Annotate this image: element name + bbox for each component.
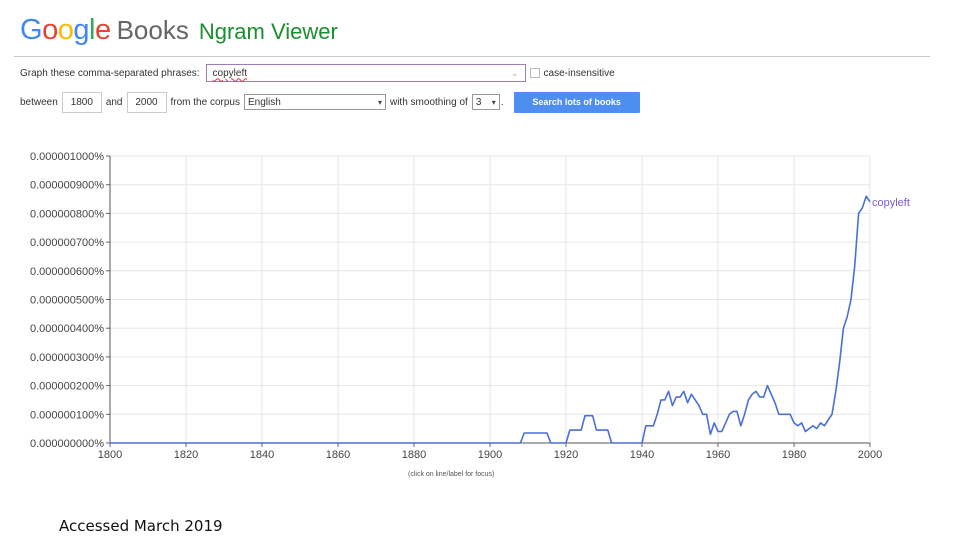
google-books-logo[interactable]: Google Books Ngram Viewer xyxy=(20,14,338,54)
logo-letter-l: l xyxy=(88,14,95,46)
x-tick-label: 1800 xyxy=(98,449,122,461)
x-tick-label: 1980 xyxy=(782,449,806,461)
chart-axes: 1800 1820 1840 1860 1880 1900 1920 1940 1960 1980… xyxy=(30,151,882,461)
phrase-input-value: copyleft xyxy=(212,67,248,79)
y-tick-label: 0.000000300% xyxy=(30,352,104,364)
smoothing-label: with smoothing of xyxy=(389,96,468,108)
y-tick-label: 0.000000600% xyxy=(30,266,104,278)
chart-grid xyxy=(109,155,871,444)
books-logo-text: Books xyxy=(116,15,189,45)
google-logo-text: Google xyxy=(20,14,111,47)
y-tick-label: 0.000000400% xyxy=(30,323,104,335)
ngram-chart: 1800 1820 1840 1860 1880 1900 1920 1940 1960 1980… xyxy=(30,151,910,461)
x-tick-label: 1920 xyxy=(554,449,578,461)
phrase-label: Graph these comma-separated phrases: xyxy=(20,67,200,79)
x-tick-label: 2000 xyxy=(858,449,882,461)
header-divider xyxy=(14,56,930,57)
x-tick-label: 1840 xyxy=(250,449,274,461)
y-tick-label: 0.000000700% xyxy=(30,237,104,249)
logo-letter-o1: o xyxy=(42,14,58,46)
y-tick-label: 0.000001000% xyxy=(30,151,104,163)
x-tick-label: 1880 xyxy=(402,449,426,461)
y-tick-label: 0.000000500% xyxy=(30,295,104,307)
logo-letter-g1: G xyxy=(20,14,43,46)
x-tick-label: 1860 xyxy=(326,449,350,461)
y-tick-label: 0.000000800% xyxy=(30,208,104,220)
year-start-input[interactable]: 1800 xyxy=(61,91,102,113)
x-tick-label: 1960 xyxy=(706,449,730,461)
between-label: between xyxy=(20,96,58,108)
smoothing-select-value: 3 xyxy=(475,96,482,108)
app-title: Ngram Viewer xyxy=(198,19,338,44)
chevron-down-icon: ▾ xyxy=(377,97,382,107)
chevron-down-icon[interactable]: ⌄ xyxy=(511,67,519,78)
chevron-down-icon: ▾ xyxy=(491,97,496,107)
series-label[interactable]: copyleft xyxy=(872,197,910,209)
phrase-row: Graph these comma-separated phrases: cop… xyxy=(20,62,615,84)
corpus-label: from the corpus xyxy=(170,96,240,108)
smoothing-suffix: . xyxy=(500,96,504,108)
x-tick-label: 1900 xyxy=(478,449,502,461)
year-end-input[interactable]: 2000 xyxy=(126,91,167,113)
search-button[interactable]: Search lots of books xyxy=(513,91,640,113)
smoothing-select[interactable]: 3 ▾ xyxy=(471,94,500,110)
case-insensitive-label: case-insensitive xyxy=(543,67,615,79)
logo-letter-o2: o xyxy=(57,14,74,46)
phrase-input[interactable]: copyleft ⌄ xyxy=(205,64,526,82)
chart-series[interactable]: copyleft xyxy=(110,195,910,444)
logo-letter-g2: g xyxy=(73,14,89,46)
y-tick-label: 0.000000200% xyxy=(30,381,104,393)
corpus-select[interactable]: English ▾ xyxy=(243,94,386,110)
x-tick-label: 1940 xyxy=(630,449,654,461)
y-tick-label: 0.000000900% xyxy=(30,180,104,192)
chart-hint: (click on line/label for focus) xyxy=(408,471,495,478)
case-insensitive-checkbox[interactable] xyxy=(529,68,540,78)
options-row: between 1800 and 2000 from the corpus En… xyxy=(20,91,640,113)
access-note: Accessed March 2019 xyxy=(59,517,223,535)
logo-letter-e: e xyxy=(94,14,111,46)
and-label: and xyxy=(105,96,123,108)
x-tick-label: 1820 xyxy=(174,449,198,461)
y-tick-label: 0.000000100% xyxy=(30,409,104,421)
y-tick-label: 0.000000000% xyxy=(30,438,104,450)
series-line-copyleft[interactable] xyxy=(110,195,871,444)
corpus-select-value: English xyxy=(247,96,281,108)
